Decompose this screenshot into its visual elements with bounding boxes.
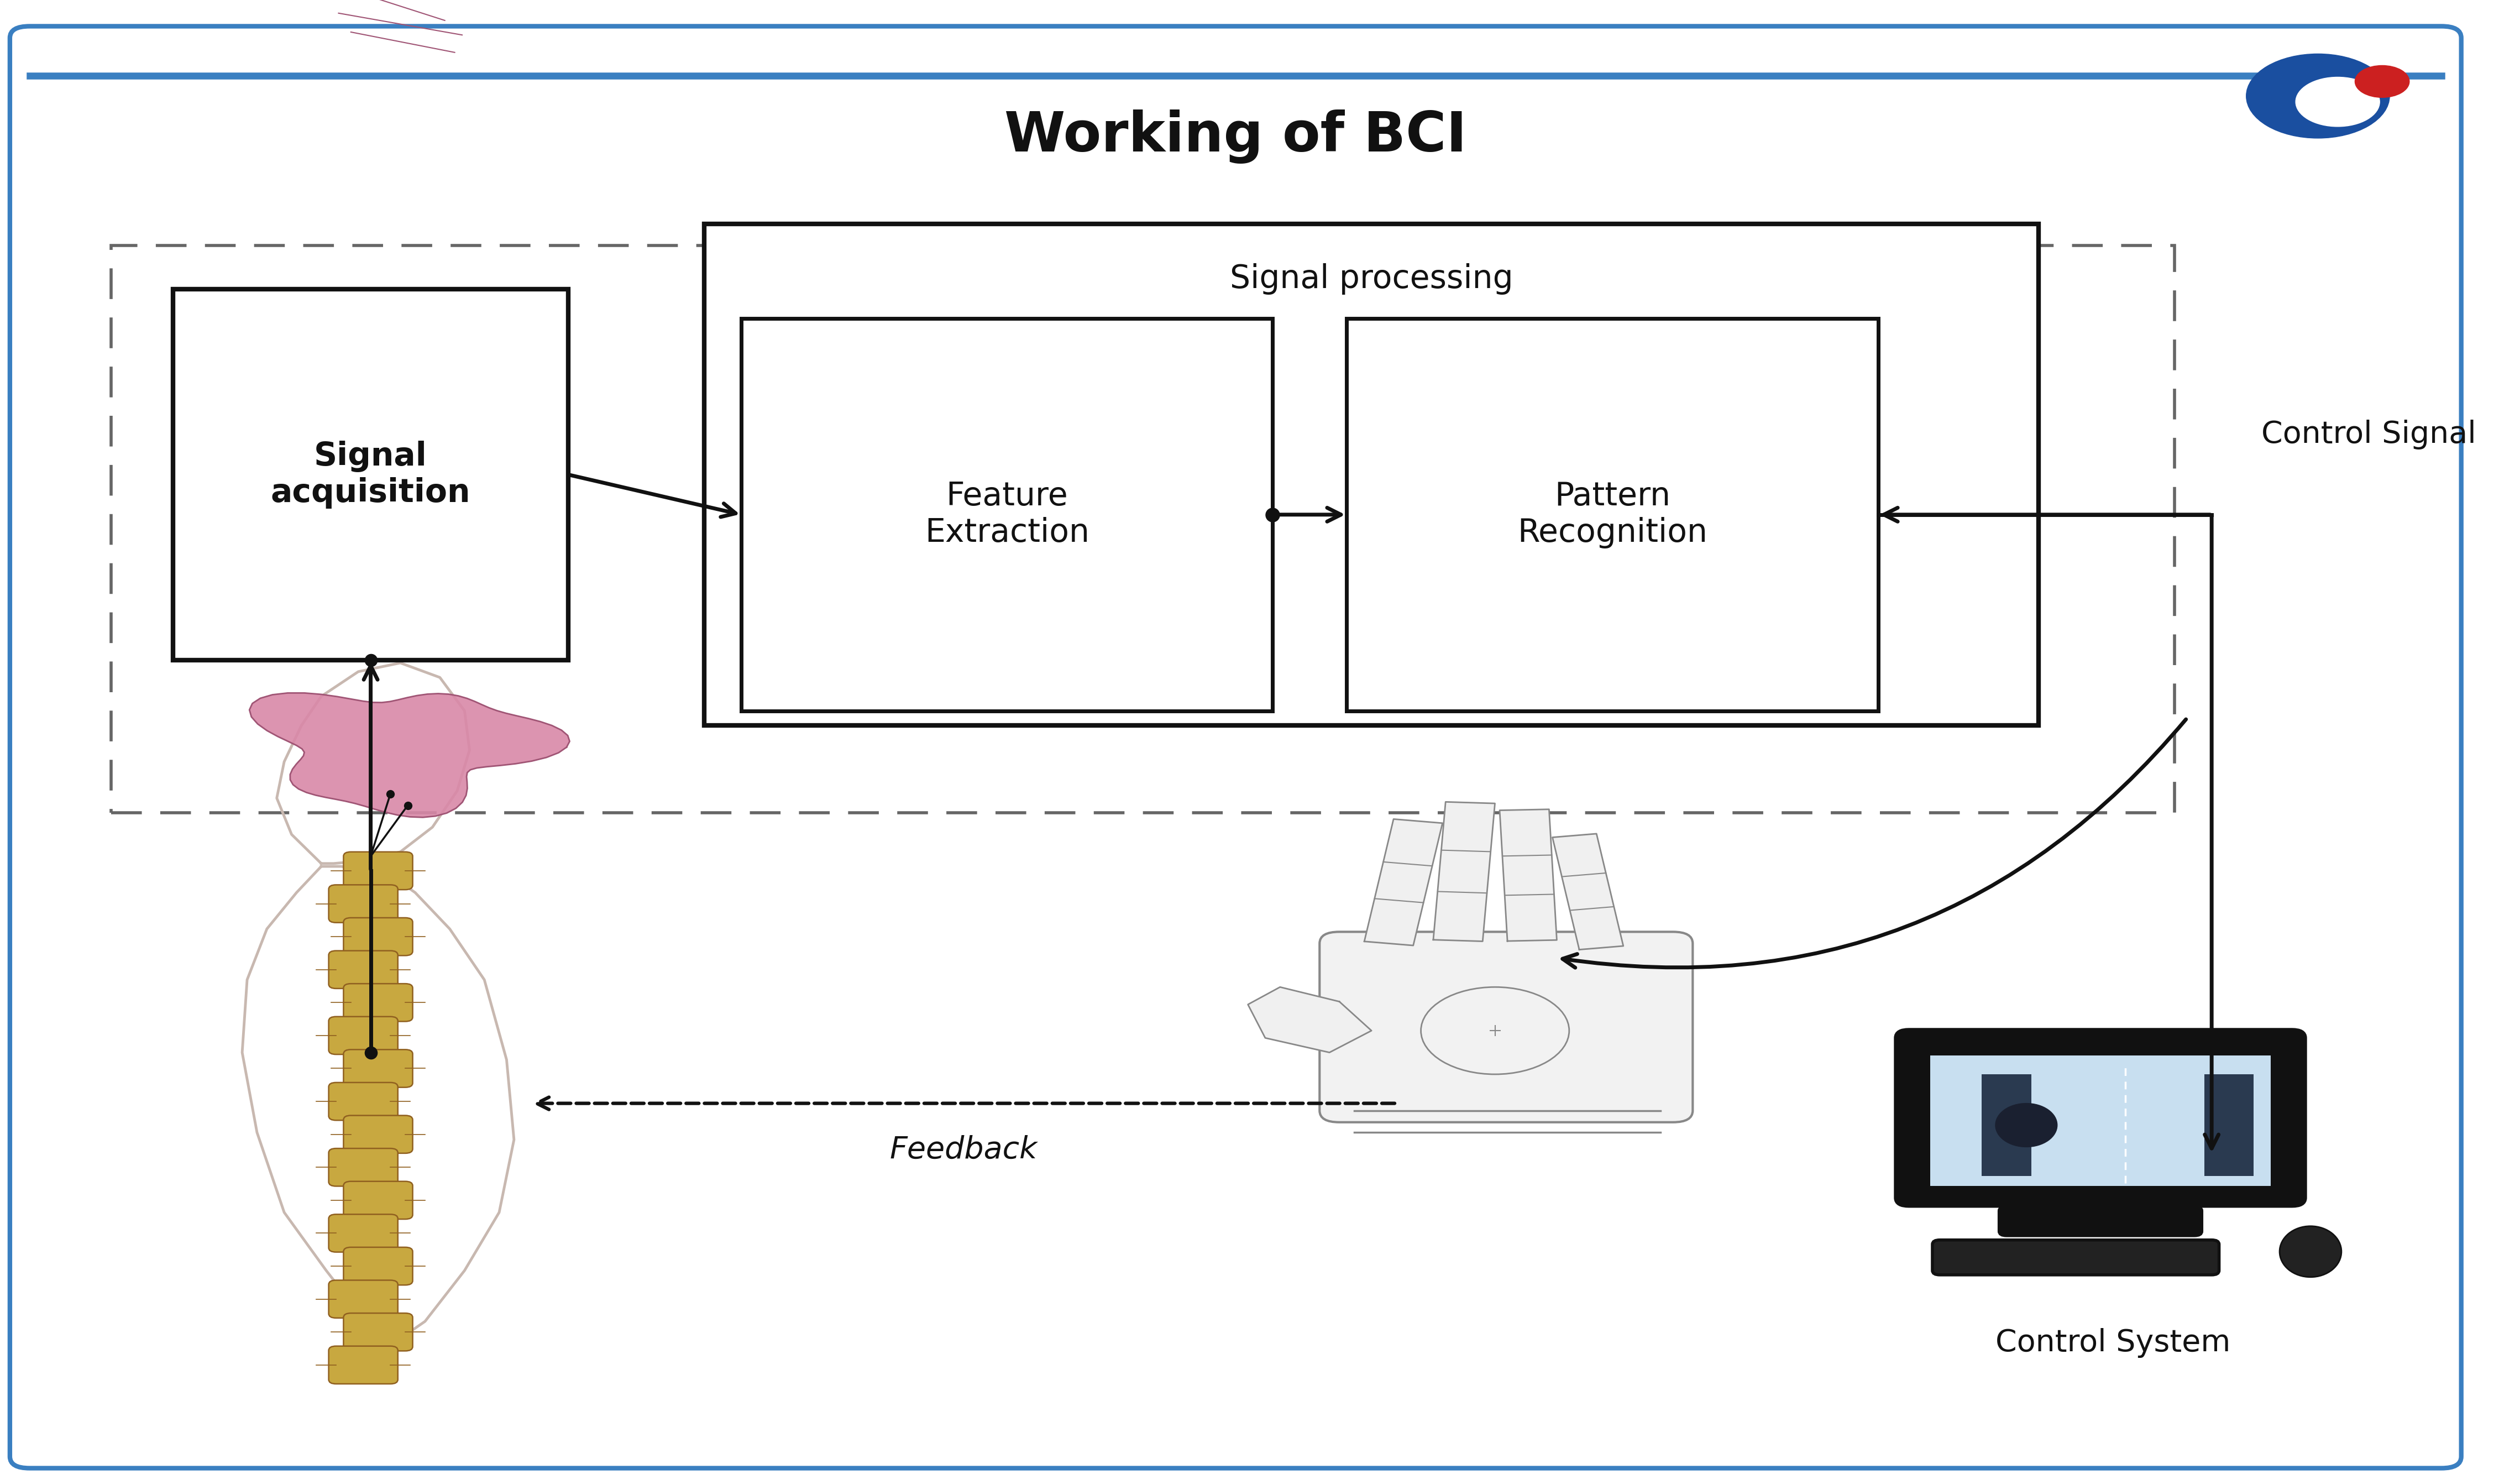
Polygon shape (1552, 834, 1623, 949)
Polygon shape (1363, 820, 1441, 945)
FancyBboxPatch shape (174, 289, 570, 660)
FancyBboxPatch shape (1898, 1030, 2303, 1206)
FancyBboxPatch shape (328, 1281, 398, 1318)
FancyBboxPatch shape (343, 1313, 413, 1352)
FancyBboxPatch shape (328, 1017, 398, 1054)
Polygon shape (1499, 809, 1557, 940)
Text: Working of BCI: Working of BCI (1005, 109, 1467, 164)
FancyBboxPatch shape (343, 983, 413, 1021)
Text: Control Signal: Control Signal (2260, 420, 2477, 450)
Text: Control System: Control System (1996, 1328, 2230, 1358)
FancyBboxPatch shape (328, 884, 398, 923)
Polygon shape (249, 693, 570, 817)
FancyBboxPatch shape (1320, 932, 1693, 1122)
FancyBboxPatch shape (343, 852, 413, 890)
FancyBboxPatch shape (328, 1215, 398, 1251)
FancyBboxPatch shape (328, 1148, 398, 1187)
FancyBboxPatch shape (343, 1116, 413, 1153)
Text: Signal processing: Signal processing (1230, 264, 1512, 295)
Ellipse shape (2245, 55, 2389, 139)
FancyBboxPatch shape (328, 1082, 398, 1120)
Ellipse shape (2296, 77, 2379, 127)
Polygon shape (1247, 988, 1371, 1052)
FancyBboxPatch shape (2205, 1075, 2253, 1176)
FancyBboxPatch shape (1981, 1075, 2031, 1176)
Polygon shape (1434, 802, 1494, 942)
Ellipse shape (2281, 1226, 2341, 1276)
FancyBboxPatch shape (1346, 318, 1877, 710)
Ellipse shape (1996, 1104, 2056, 1147)
FancyBboxPatch shape (741, 318, 1273, 710)
FancyBboxPatch shape (343, 1049, 413, 1088)
FancyBboxPatch shape (1998, 1207, 2202, 1235)
FancyBboxPatch shape (343, 1247, 413, 1285)
FancyBboxPatch shape (703, 224, 2039, 725)
FancyBboxPatch shape (1933, 1240, 2220, 1275)
FancyBboxPatch shape (343, 1181, 413, 1219)
Text: Feature
Extraction: Feature Extraction (925, 481, 1089, 548)
FancyBboxPatch shape (1930, 1055, 2271, 1187)
Text: Pattern
Recognition: Pattern Recognition (1517, 481, 1709, 548)
FancyBboxPatch shape (328, 1346, 398, 1384)
FancyBboxPatch shape (328, 951, 398, 989)
FancyBboxPatch shape (343, 918, 413, 955)
Text: Signal
acquisition: Signal acquisition (270, 441, 471, 509)
Ellipse shape (2356, 65, 2409, 97)
Text: Feedback: Feedback (890, 1135, 1038, 1164)
